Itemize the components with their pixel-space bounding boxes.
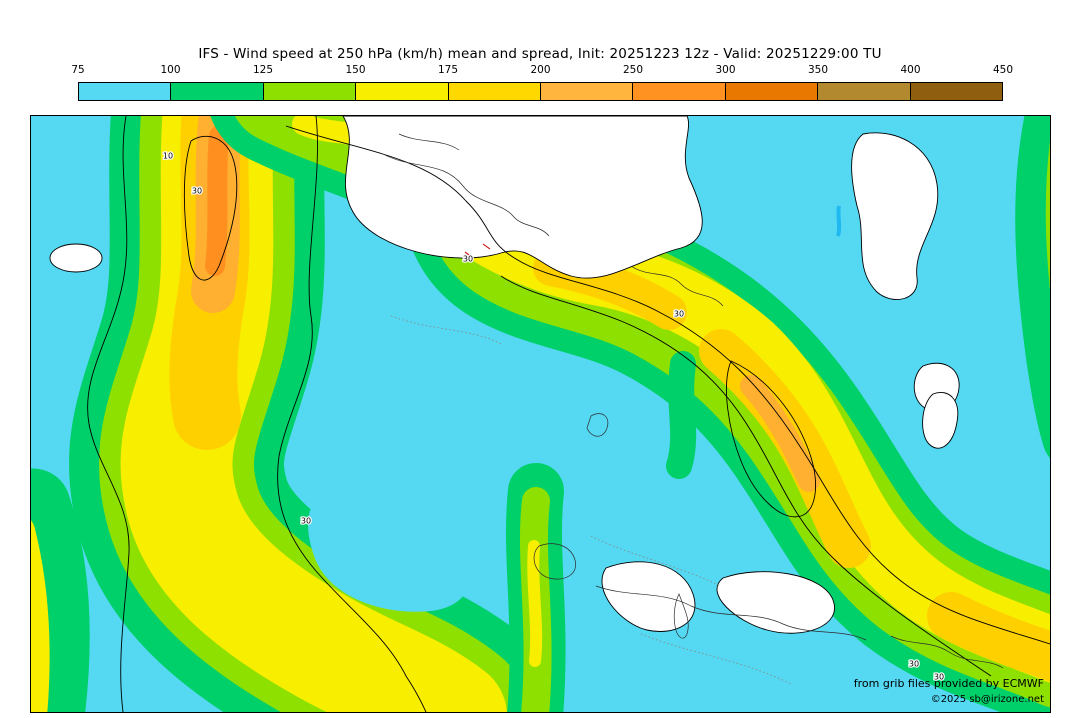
chart-title: IFS - Wind speed at 250 hPa (km/h) mean …	[198, 46, 882, 62]
calm-area-east-2	[922, 392, 959, 449]
colorbar-segment	[818, 83, 911, 100]
contour-value-label: 10	[163, 152, 173, 161]
isotach-contour-center-core	[726, 360, 816, 518]
coastline-scandinavia	[630, 265, 724, 307]
calm-area-greenland	[342, 116, 703, 279]
colorbar-segment	[171, 83, 264, 100]
jet-band-center-gold-corner	[927, 592, 1050, 682]
isotach-contour-west-core	[183, 135, 238, 281]
coastline-iberia	[533, 543, 577, 580]
colorbar-tick-label: 75	[71, 64, 85, 76]
colorbar-tick-label: 150	[345, 64, 366, 76]
coastline-southeast	[890, 635, 1004, 669]
south-finger-yellow	[527, 540, 543, 667]
station-mark-red-1	[464, 251, 474, 259]
calm-area-med-west	[601, 561, 696, 632]
colorbar-tick-label: 175	[437, 64, 459, 76]
contour-value-label: 30	[192, 187, 202, 196]
colorbar-segment	[725, 83, 819, 100]
credit-copyright: ©2025 sb@irizone.net	[930, 694, 1044, 705]
contour-value-label: 30	[674, 310, 684, 319]
colorbar-tick-label: 350	[807, 64, 829, 76]
calm-area-med-east	[716, 571, 835, 634]
colorbar-tick-label: 400	[900, 64, 921, 76]
contour-value-label: 30	[909, 660, 919, 669]
colorbar-segment	[263, 83, 357, 100]
cyan-pocket-between-bands	[342, 264, 438, 448]
colorbar-tick-label: 250	[622, 64, 644, 76]
colorbar-tick-label: 300	[715, 64, 736, 76]
colorbar-segment	[448, 83, 542, 100]
colorbar-tick-label: 200	[530, 64, 551, 76]
coastline-greenland-2	[398, 133, 460, 151]
cyan-pocket-southwest	[307, 496, 469, 612]
lake-mark-blue	[836, 205, 842, 237]
map-credits: from grib files provided by ECMWF ©2025 …	[854, 676, 1044, 708]
left-edge-band-green	[31, 468, 90, 712]
station-mark-red-2	[482, 243, 491, 250]
spread-contour-3	[390, 315, 502, 345]
contour-value-label: 30	[301, 517, 311, 526]
colorbar-bar	[78, 82, 1003, 101]
credit-ecmwf: from grib files provided by ECMWF	[853, 676, 1044, 690]
center-finger-green	[666, 351, 697, 479]
isotach-contour-center-north	[285, 125, 1050, 645]
colorbar-segment	[633, 83, 726, 100]
isotach-contour-west-outer	[87, 116, 130, 712]
colorbar-tick-label: 100	[160, 64, 181, 76]
map-area: 10 30 30 30 30 30 30 from grib files provided …	[30, 115, 1051, 713]
colorbar-segment	[541, 83, 634, 100]
wind-speed-map: 10 30 30 30 30 30 30	[31, 116, 1050, 712]
jet-band-center-orange-core	[740, 375, 820, 492]
colorbar-tick-label: 125	[252, 64, 274, 76]
colorbar-tick-label: 450	[992, 64, 1014, 76]
colorbar-segment	[356, 83, 449, 100]
colorbar: 75 100 125 150 175 200 250 300 350 400 450	[71, 64, 1013, 104]
colorbar-segment	[910, 83, 1003, 100]
coastline-british-isles	[586, 413, 609, 437]
jet-band-west-orange-core	[205, 126, 229, 276]
contour-value-label: 30	[934, 673, 944, 682]
calm-area-northeast	[851, 132, 939, 300]
coastline-mediterranean	[595, 585, 867, 641]
calm-area-west-small	[49, 243, 103, 273]
isotach-contour-west-inner	[277, 116, 427, 712]
contour-value-label: 30	[463, 255, 473, 264]
colorbar-ticks: 75 100 125 150 175 200 250 300 350 400 450	[71, 64, 1013, 80]
coastline-italy	[673, 593, 689, 639]
coastline-greenland-1	[382, 153, 550, 237]
colorbar-segment	[79, 83, 172, 100]
left-edge-band-yellow	[31, 520, 50, 712]
isotach-contour-center-south	[500, 275, 992, 677]
